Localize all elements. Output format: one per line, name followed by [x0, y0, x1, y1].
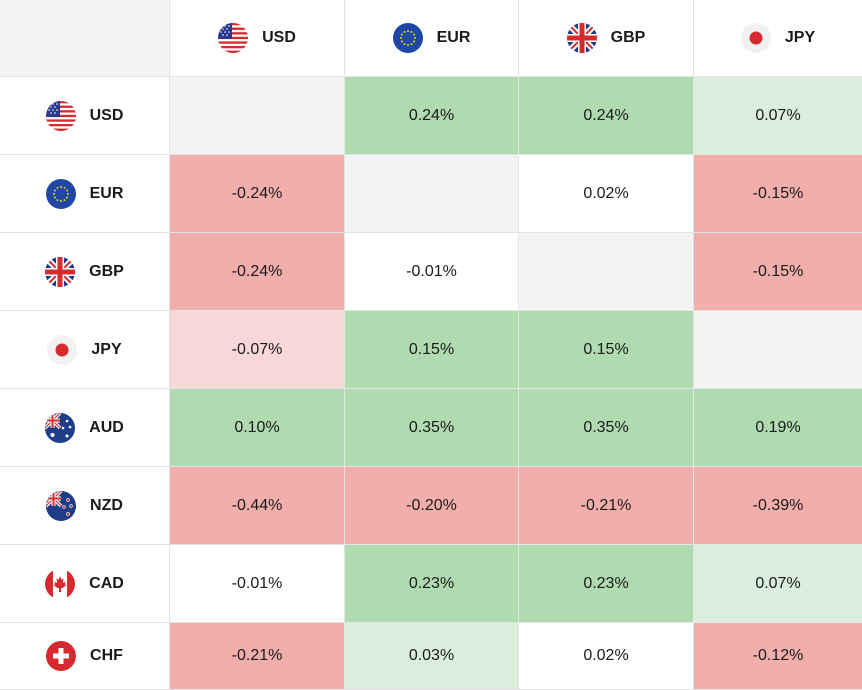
heatmap-cell-cad-gbp[interactable]: 0.23%	[519, 545, 694, 623]
row-header-chf: CHF	[0, 623, 170, 690]
corner-cell	[0, 0, 170, 77]
heatmap-cell-jpy-gbp[interactable]: 0.15%	[519, 311, 694, 389]
heatmap-cell-nzd-gbp[interactable]: -0.21%	[519, 467, 694, 545]
row-header-label: AUD	[89, 418, 124, 436]
column-header-label: EUR	[436, 29, 471, 46]
row-header-label: GBP	[89, 262, 124, 280]
uk-flag-icon	[45, 256, 76, 287]
heatmap-cell-chf-usd[interactable]: -0.21%	[170, 623, 345, 690]
eu-flag-icon	[45, 178, 76, 209]
column-header-jpy: JPY	[694, 0, 862, 77]
eu-flag-icon	[392, 23, 423, 53]
heatmap-cell-eur-eur[interactable]	[345, 155, 519, 233]
us-flag-icon	[45, 100, 76, 131]
us-flag-icon	[218, 23, 249, 53]
row-header-label: CHF	[90, 647, 123, 664]
heatmap-cell-jpy-usd[interactable]: -0.07%	[170, 311, 345, 389]
jp-flag-icon	[47, 334, 78, 365]
column-header-label: USD	[262, 29, 296, 46]
heatmap-cell-usd-eur[interactable]: 0.24%	[345, 77, 519, 155]
heatmap-cell-jpy-eur[interactable]: 0.15%	[345, 311, 519, 389]
heatmap-cell-usd-jpy[interactable]: 0.07%	[694, 77, 862, 155]
row-header-jpy: JPY	[0, 311, 170, 389]
heatmap-cell-gbp-gbp[interactable]	[519, 233, 694, 311]
heatmap-cell-chf-jpy[interactable]: -0.12%	[694, 623, 862, 690]
row-header-label: USD	[89, 106, 124, 124]
heatmap-cell-nzd-usd[interactable]: -0.44%	[170, 467, 345, 545]
row-header-label: NZD	[90, 496, 123, 514]
row-header-label: EUR	[89, 184, 124, 202]
heatmap-cell-chf-eur[interactable]: 0.03%	[345, 623, 519, 690]
heatmap-cell-cad-usd[interactable]: -0.01%	[170, 545, 345, 623]
row-header-usd: USD	[0, 77, 170, 155]
jp-flag-icon	[740, 23, 771, 53]
heatmap-cell-usd-gbp[interactable]: 0.24%	[519, 77, 694, 155]
nz-flag-icon	[46, 490, 77, 521]
heatmap-cell-chf-gbp[interactable]: 0.02%	[519, 623, 694, 690]
heatmap-cell-nzd-eur[interactable]: -0.20%	[345, 467, 519, 545]
column-header-eur: EUR	[345, 0, 519, 77]
row-header-label: JPY	[91, 340, 122, 358]
heatmap-cell-gbp-eur[interactable]: -0.01%	[345, 233, 519, 311]
column-header-label: JPY	[784, 29, 816, 46]
row-header-gbp: GBP	[0, 233, 170, 311]
row-header-eur: EUR	[0, 155, 170, 233]
heatmap-cell-cad-eur[interactable]: 0.23%	[345, 545, 519, 623]
row-header-label: CAD	[89, 574, 124, 592]
heatmap-cell-eur-usd[interactable]: -0.24%	[170, 155, 345, 233]
row-header-cad: CAD	[0, 545, 170, 623]
heatmap-cell-aud-eur[interactable]: 0.35%	[345, 389, 519, 467]
heatmap-cell-cad-jpy[interactable]: 0.07%	[694, 545, 862, 623]
heatmap-cell-gbp-jpy[interactable]: -0.15%	[694, 233, 862, 311]
heatmap-cell-usd-usd[interactable]	[170, 77, 345, 155]
column-header-usd: USD	[170, 0, 345, 77]
heatmap-cell-eur-gbp[interactable]: 0.02%	[519, 155, 694, 233]
heatmap-cell-eur-jpy[interactable]: -0.15%	[694, 155, 862, 233]
heatmap-cell-aud-gbp[interactable]: 0.35%	[519, 389, 694, 467]
heatmap-cell-nzd-jpy[interactable]: -0.39%	[694, 467, 862, 545]
column-header-label: GBP	[610, 29, 646, 46]
row-header-aud: AUD	[0, 389, 170, 467]
row-header-nzd: NZD	[0, 467, 170, 545]
heatmap-cell-aud-usd[interactable]: 0.10%	[170, 389, 345, 467]
ch-flag-icon	[46, 641, 77, 671]
heatmap-cell-aud-jpy[interactable]: 0.19%	[694, 389, 862, 467]
column-header-gbp: GBP	[519, 0, 694, 77]
au-flag-icon	[45, 412, 76, 443]
heatmap-cell-gbp-usd[interactable]: -0.24%	[170, 233, 345, 311]
uk-flag-icon	[566, 23, 597, 53]
heatmap-cell-jpy-jpy[interactable]	[694, 311, 862, 389]
ca-flag-icon	[45, 568, 76, 599]
